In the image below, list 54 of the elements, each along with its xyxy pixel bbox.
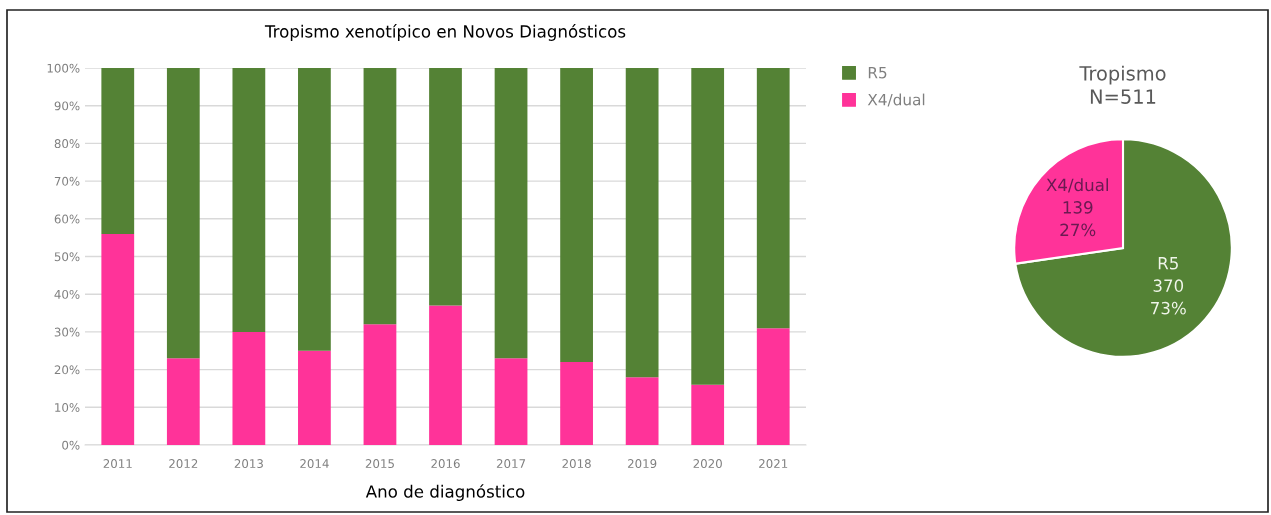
bar [691,68,725,385]
bar [298,68,331,351]
bar [166,68,200,359]
y-tick-label: 50% [54,252,80,262]
x-tick-label: 2021 [759,459,788,469]
slice-label: R5 [1158,257,1178,270]
y-tick-label: 80% [54,139,80,149]
bar [429,68,462,306]
bar [101,233,135,445]
y-tick-label: 30% [54,327,80,337]
x-tick-label: 2020 [693,459,722,469]
x-tick-label: 2015 [365,459,394,469]
bar [560,68,593,363]
bar [363,68,397,325]
bar [232,331,266,445]
bar [363,324,397,445]
data-label: 139 27% [1060,201,1096,237]
y-tick-label: 20% [54,365,80,375]
y-tick-label: 60% [54,214,80,224]
bar [691,384,725,445]
y-tick-label: 10% [55,403,80,412]
legend-label: R5 [868,67,887,79]
x-tick-label: 2016 [431,459,460,469]
bar [298,350,331,445]
slice-label: X4/dual [1046,178,1108,193]
x-tick-label: 2011 [103,459,132,469]
y-tick-label: 40% [54,289,80,299]
y-tick-label: 70% [54,176,80,186]
chart-title: Tropismo N=511 [1079,65,1166,104]
bar [756,328,790,445]
bar [625,68,659,378]
bar [560,362,593,445]
pie-slice [1014,138,1233,358]
y-tick-label: 0% [62,440,80,450]
bar [232,68,266,332]
y-tick-label: 90% [54,101,80,111]
y-tick-label: 100% [47,63,80,73]
x-tick-label: 2014 [300,459,329,469]
x-tick-label: 2012 [169,459,198,469]
x-tick-label: 2017 [496,459,526,469]
data-label: 370 73% [1151,279,1186,315]
bar [166,358,200,445]
bar [429,305,462,445]
bar [494,358,528,445]
bar [494,68,528,359]
x-tick-label: 2013 [234,459,263,469]
x-tick-label: 2019 [627,459,657,469]
legend-label: X4/dual [867,93,925,107]
x-tick-label: 2018 [562,459,591,469]
bar [101,68,135,234]
x-axis-title: Ano de diagnóstico [365,484,525,501]
bar [625,377,659,445]
chart-title: Tropismo xenotípico en Novos Diagnósticos [264,24,626,41]
bar [756,68,790,329]
